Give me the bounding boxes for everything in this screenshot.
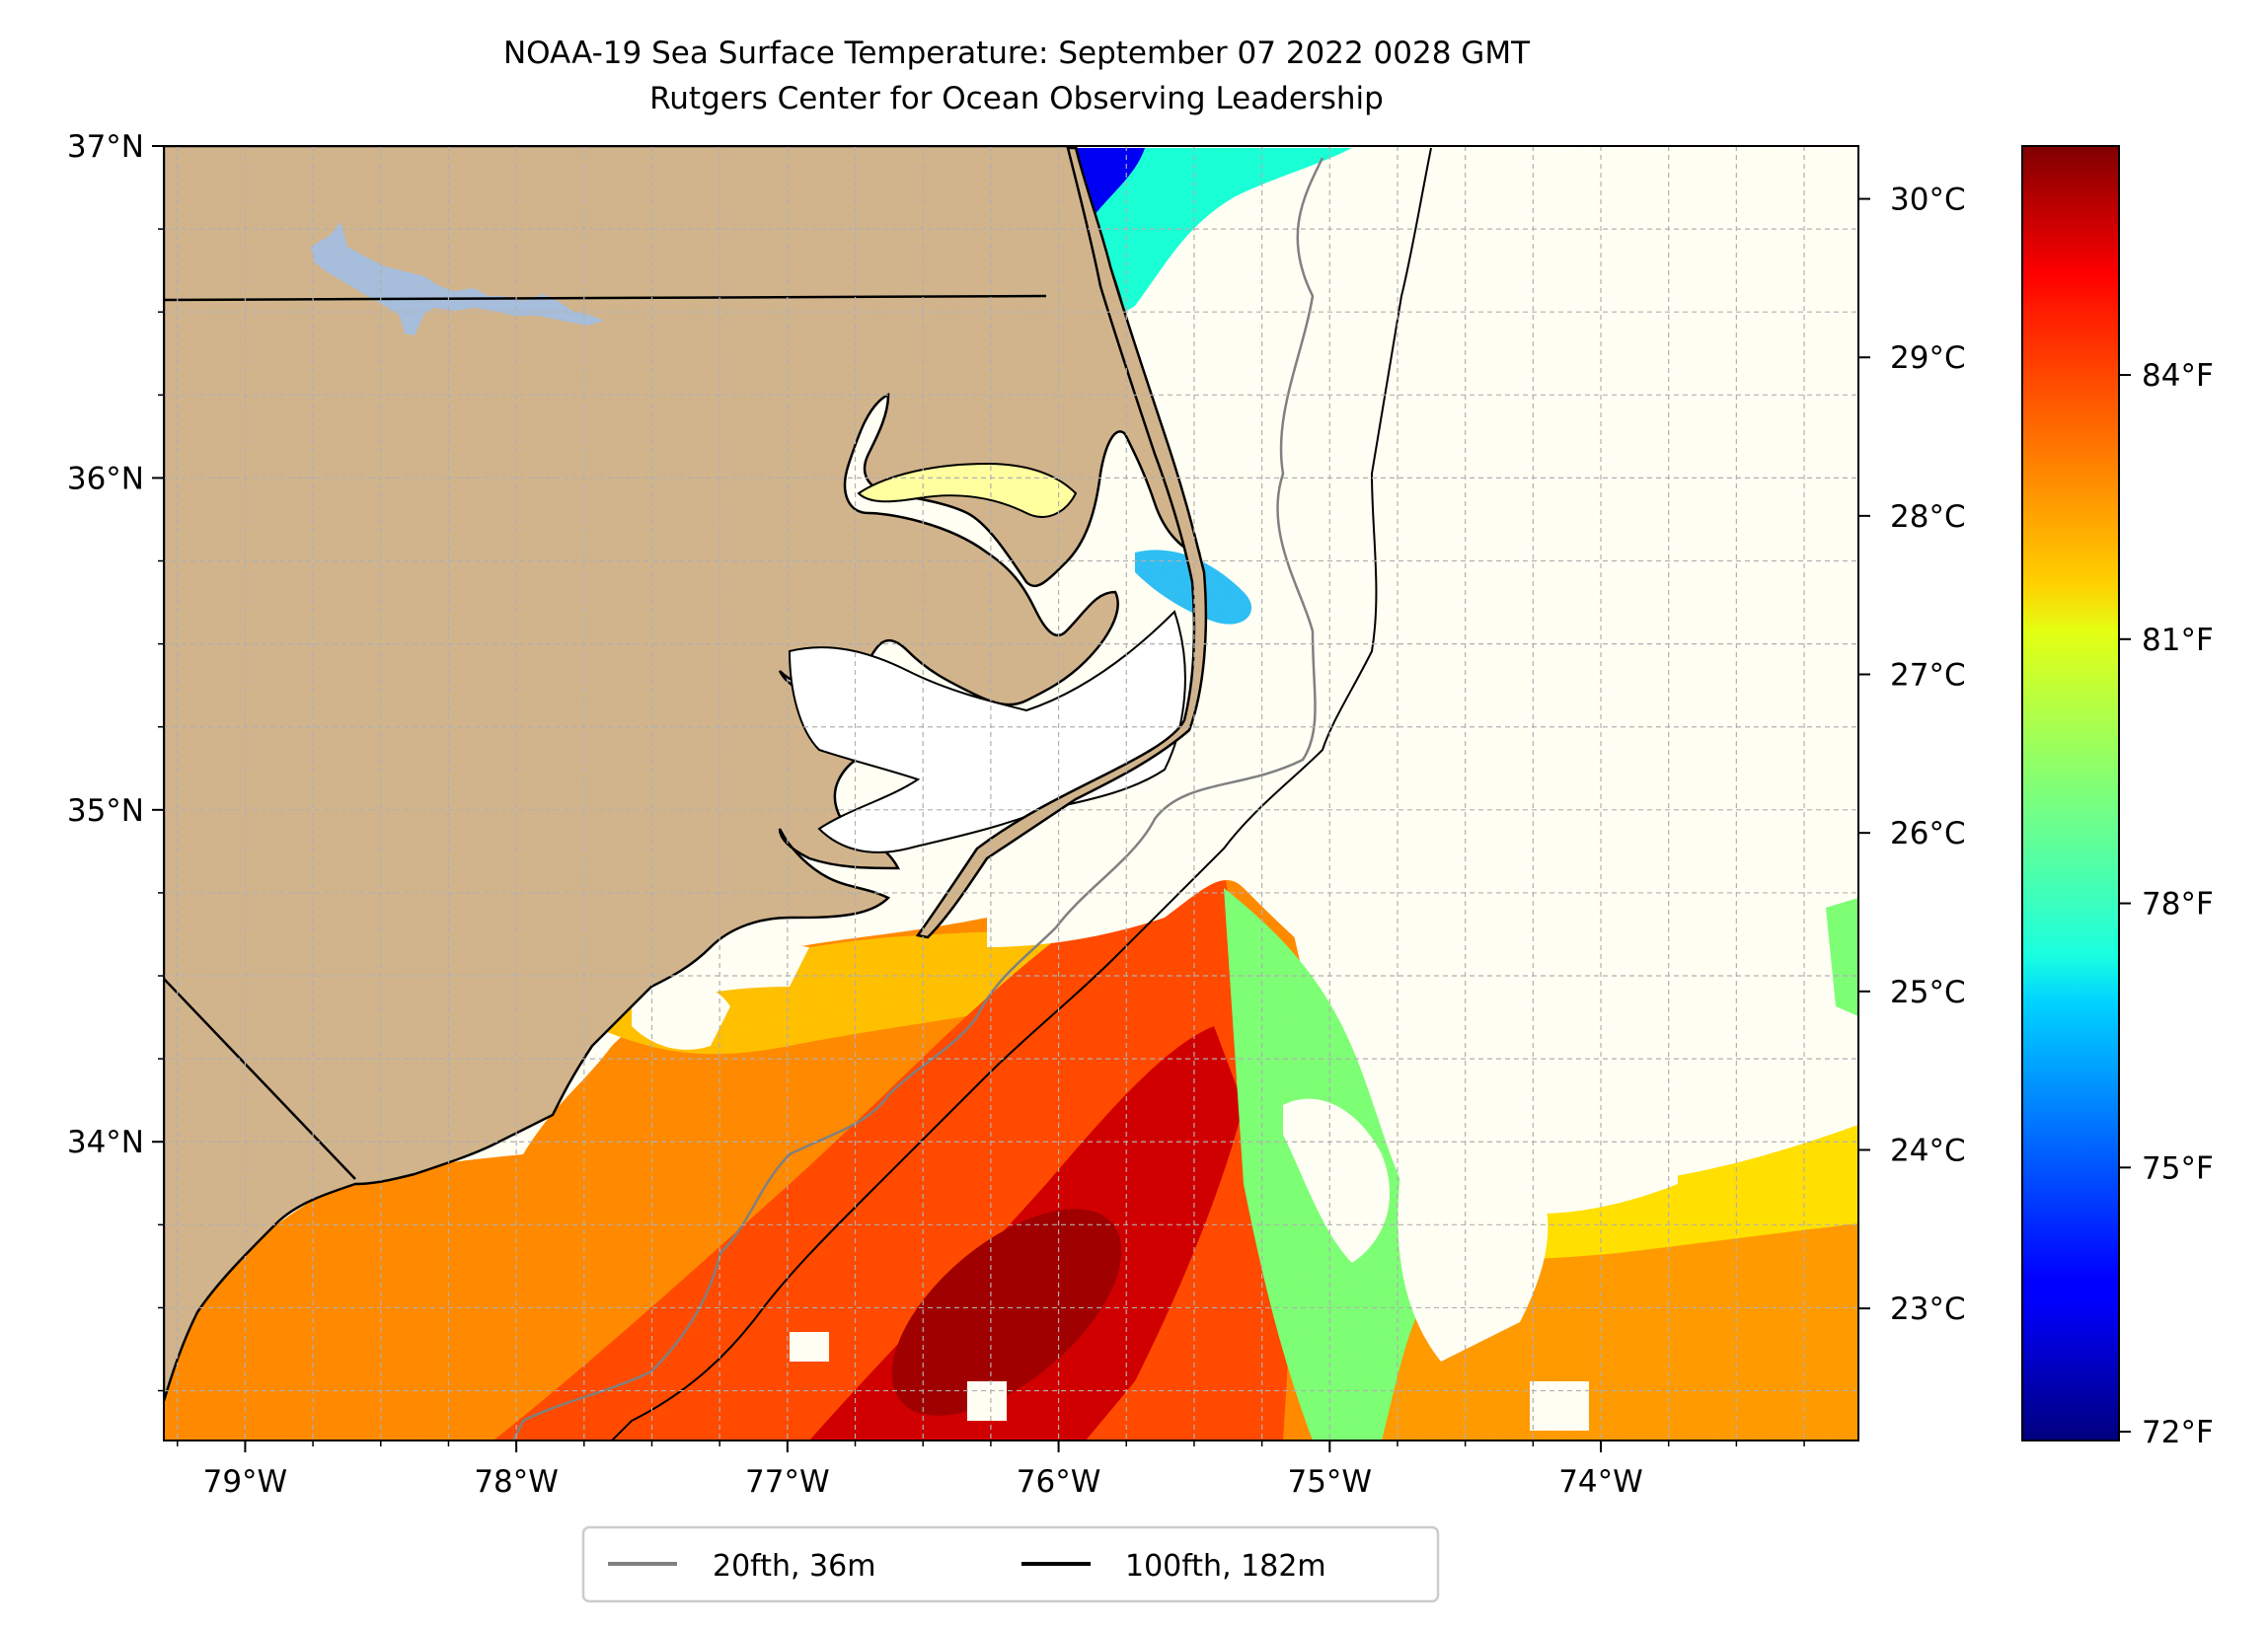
lat-tick-label: 36°N — [67, 461, 144, 496]
celsius-tick-label: 28°C — [1890, 499, 1966, 535]
legend: 20fth, 36m 100fth, 182m — [581, 1525, 1440, 1603]
colorbar-fahrenheit-axis: 84°F 81°F 78°F 75°F 72°F — [2119, 358, 2214, 1450]
figure-subtitle: Rutgers Center for Ocean Observing Leade… — [649, 81, 1384, 116]
legend-box — [581, 1525, 1440, 1603]
map-frame — [163, 145, 1859, 1441]
lat-tick-label: 37°N — [67, 129, 144, 165]
figure-title: NOAA-19 Sea Surface Temperature: Septemb… — [502, 36, 1531, 71]
gridlines — [164, 146, 1858, 1441]
albemarle-sound — [857, 462, 1078, 518]
fahrenheit-tick-label: 81°F — [2142, 623, 2214, 658]
land-north-carolina — [164, 146, 1201, 1402]
map-panel — [163, 145, 1859, 1441]
state-border-nc-sc — [164, 978, 356, 1180]
fahrenheit-tick-label: 75°F — [2142, 1150, 2214, 1186]
lat-tick-label: 34°N — [67, 1125, 144, 1160]
legend-label-100fth: 100fth, 182m — [1125, 1549, 1326, 1584]
celsius-tick-label: 23°C — [1890, 1292, 1966, 1327]
colorbar: 30°C 29°C 28°C 27°C 26°C 25°C 24°C 23°C 84°F 81°… — [1858, 145, 2214, 1450]
outer-banks — [915, 146, 1208, 939]
lon-tick-label: 79°W — [203, 1464, 288, 1500]
lon-tick-label: 77°W — [745, 1464, 830, 1500]
colorbar-frame — [2021, 145, 2120, 1441]
colorbar-gradient — [2022, 146, 2119, 1441]
lat-tick-label: 35°N — [67, 793, 144, 829]
fahrenheit-tick-label: 78°F — [2142, 887, 2214, 923]
lon-tick-label: 78°W — [474, 1464, 559, 1500]
contour-20fth — [511, 157, 1324, 1441]
longitude-axis: 79°W 78°W 77°W 76°W 75°W 74°W — [176, 1441, 1805, 1500]
legend-label-20fth: 20fth, 36m — [713, 1549, 875, 1584]
contour-100fth — [611, 147, 1432, 1441]
latitude-axis: 37°N 36°N 35°N 34°N — [67, 129, 164, 1392]
fahrenheit-tick-label: 84°F — [2142, 358, 2214, 394]
state-border-va-nc — [164, 294, 1047, 302]
lon-tick-label: 75°W — [1287, 1464, 1372, 1500]
celsius-tick-label: 26°C — [1890, 816, 1966, 851]
celsius-tick-label: 27°C — [1890, 658, 1966, 694]
celsius-tick-label: 30°C — [1890, 183, 1966, 218]
celsius-tick-label: 29°C — [1890, 340, 1966, 376]
lon-tick-label: 74°W — [1558, 1464, 1643, 1500]
celsius-tick-label: 25°C — [1890, 975, 1966, 1010]
colorbar-celsius-axis: 30°C 29°C 28°C 27°C 26°C 25°C 24°C 23°C — [1858, 183, 1966, 1327]
lon-tick-label: 76°W — [1017, 1464, 1101, 1500]
lake — [311, 222, 604, 335]
fahrenheit-tick-label: 72°F — [2142, 1415, 2214, 1450]
celsius-tick-label: 24°C — [1890, 1133, 1966, 1168]
